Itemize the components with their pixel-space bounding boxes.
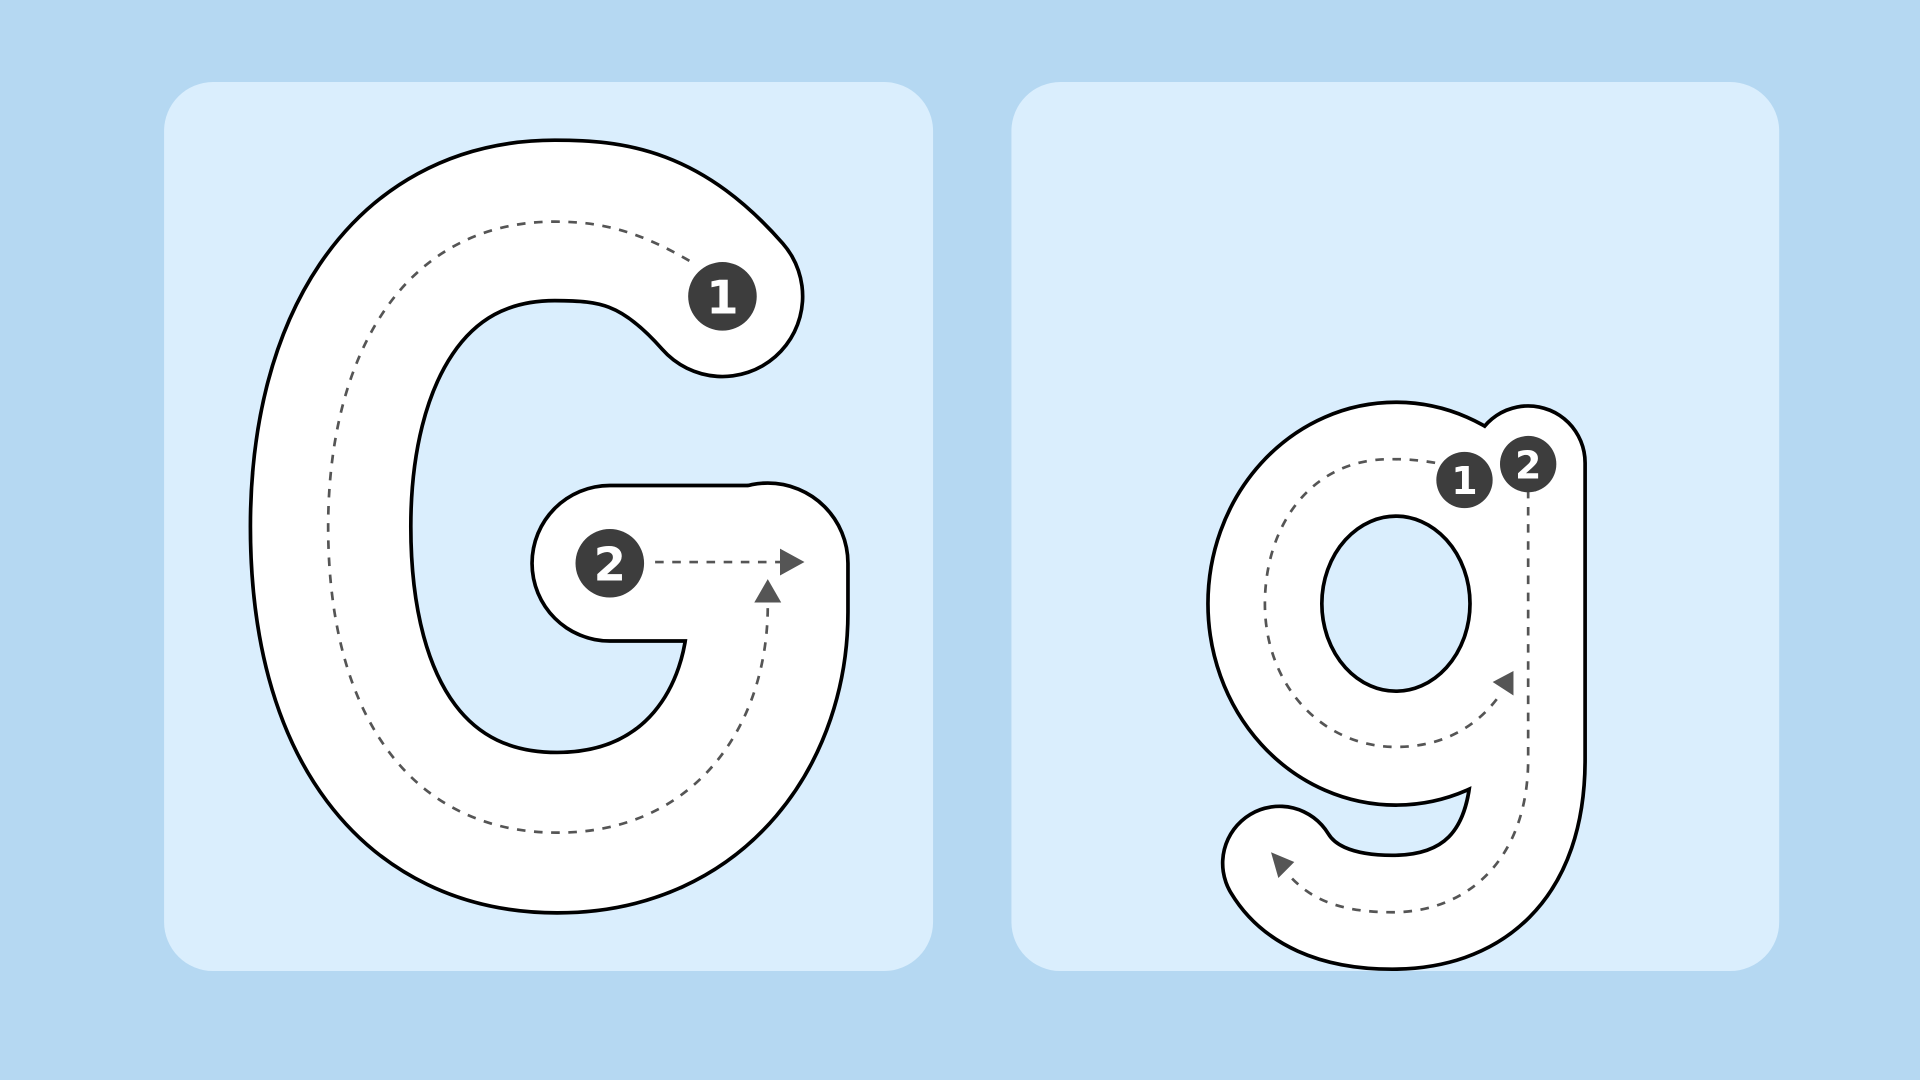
step-number: 1 bbox=[706, 271, 738, 325]
guide-path bbox=[326, 220, 770, 835]
step-number: 2 bbox=[594, 537, 626, 591]
step-badge bbox=[1500, 435, 1557, 493]
step-badge bbox=[575, 528, 645, 598]
step-badge bbox=[688, 262, 757, 331]
step-number: 1 bbox=[1451, 459, 1477, 503]
arrow bbox=[1271, 852, 1295, 878]
arrow bbox=[1492, 671, 1514, 696]
guide-path bbox=[1263, 457, 1503, 749]
arrow bbox=[754, 579, 782, 603]
step-number: 2 bbox=[1515, 443, 1541, 487]
arrow bbox=[780, 548, 805, 576]
card bbox=[1011, 82, 1780, 972]
step-badge bbox=[1436, 451, 1493, 509]
